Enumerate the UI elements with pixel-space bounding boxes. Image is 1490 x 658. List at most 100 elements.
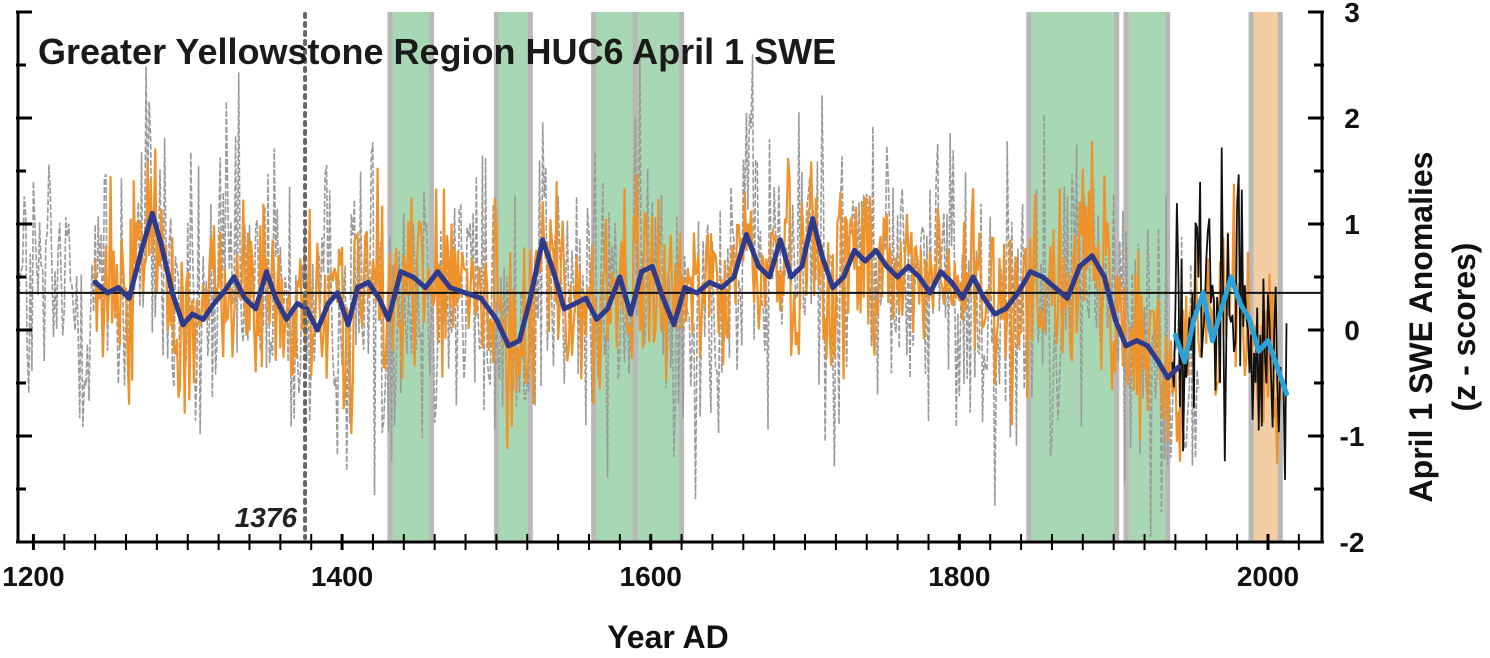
- smoothed_reconstruction-point-70: [873, 248, 879, 253]
- smoothed_reconstruction-point-91: [1112, 316, 1118, 322]
- smoothed_reconstruction-point-86: [1052, 285, 1058, 291]
- smoothed_reconstruction-point-39: [527, 295, 533, 301]
- smoothed_reconstruction-point-92: [1123, 343, 1129, 349]
- smoothed_observed-point-2: [1191, 316, 1197, 322]
- smoothed_observed-point-8: [1247, 316, 1252, 322]
- smoothed_reconstruction-point-69: [862, 258, 868, 264]
- smoothed_reconstruction-point-81: [992, 311, 998, 317]
- x-tick-label-1600: 1600: [620, 561, 682, 592]
- smoothed_reconstruction-point-5: [149, 210, 155, 216]
- smoothed_reconstruction-point-95: [1155, 359, 1161, 365]
- smoothed_reconstruction-point-24: [345, 322, 351, 328]
- y-axis-label-line2: (z - scores): [1446, 243, 1482, 412]
- smoothed_reconstruction-point-74: [916, 274, 922, 280]
- smoothed_reconstruction-point-13: [231, 274, 237, 280]
- y-tick-label-2: 2: [1344, 103, 1360, 134]
- smoothed_reconstruction-point-64: [810, 216, 816, 222]
- smoothed_reconstruction-point-47: [617, 274, 623, 280]
- smoothed_reconstruction-point-54: [694, 290, 700, 296]
- smoothed_reconstruction-point-87: [1064, 295, 1070, 301]
- smoothed_observed-point-6: [1228, 274, 1234, 280]
- smoothed_observed-point-10: [1265, 338, 1271, 344]
- smoothed_reconstruction-point-37: [506, 343, 512, 349]
- smoothed_reconstruction-point-50: [649, 263, 655, 269]
- x-tick-label-1400: 1400: [311, 561, 373, 592]
- smoothed_reconstruction-point-44: [583, 295, 589, 301]
- smoothed_reconstruction-point-48: [628, 311, 634, 317]
- y-tick-label--2: -2: [1340, 527, 1365, 558]
- smoothed_reconstruction-point-1: [105, 290, 110, 296]
- smoothed_reconstruction-point-61: [777, 237, 783, 243]
- y-tick-label-0: 0: [1344, 315, 1360, 346]
- smoothed_reconstruction-point-9: [189, 311, 195, 317]
- smoothed_reconstruction-point-10: [200, 316, 206, 322]
- smoothed_reconstruction-point-63: [799, 263, 805, 269]
- smoothed_reconstruction-point-31: [422, 285, 428, 291]
- smoothed_observed-point-0: [1172, 332, 1178, 338]
- smoothed_observed-point-4: [1209, 338, 1215, 344]
- smoothed_reconstruction-point-6: [159, 242, 164, 248]
- smoothed_reconstruction-point-53: [682, 285, 688, 291]
- smoothed_reconstruction-point-36: [493, 316, 499, 322]
- smoothed_reconstruction-point-41: [551, 269, 556, 275]
- smoothed_observed-point-12: [1284, 391, 1289, 397]
- smoothed_reconstruction-point-45: [594, 316, 600, 322]
- smoothed_reconstruction-point-26: [365, 279, 371, 285]
- smoothed_reconstruction-point-30: [410, 274, 416, 280]
- smoothed_reconstruction-point-46: [605, 306, 610, 312]
- smoothed_reconstruction-point-28: [385, 316, 391, 322]
- smoothed_reconstruction-point-79: [970, 274, 976, 280]
- smoothed_reconstruction-point-27: [376, 295, 382, 301]
- smoothed_reconstruction-point-58: [743, 232, 749, 238]
- axes: 1200 1400 1600 1800 2000 -2 -1 0 1 2 3: [2, 0, 1364, 592]
- y-tick-label-3: 3: [1344, 0, 1360, 28]
- smoothed_reconstruction-point-78: [959, 295, 965, 301]
- chart-title: Greater Yellowstone Region HUC6 April 1 …: [38, 31, 836, 72]
- smoothed_reconstruction-point-83: [1015, 290, 1021, 296]
- smoothed_reconstruction-point-51: [660, 295, 666, 301]
- smoothed_reconstruction-point-25: [355, 285, 360, 291]
- smoothed_reconstruction-point-42: [561, 306, 567, 312]
- smoothed_observed-point-5: [1219, 306, 1225, 312]
- smoothed_reconstruction-point-7: [169, 290, 175, 296]
- annotation-layer: 1376: [235, 12, 308, 540]
- smoothed_reconstruction-point-2: [115, 285, 121, 291]
- smoothed_reconstruction-point-43: [572, 301, 578, 306]
- y-tick-label--1: -1: [1340, 421, 1365, 452]
- x-tick-label-1200: 1200: [2, 561, 64, 592]
- smoothed_observed-point-11: [1274, 364, 1280, 370]
- smoothed-series: [92, 210, 1289, 397]
- smoothed_reconstruction-point-19: [294, 301, 300, 306]
- smoothed_observed-point-7: [1237, 301, 1243, 306]
- annual-reconstruction-trace: [94, 140, 1282, 465]
- smoothed_reconstruction-point-72: [895, 274, 901, 280]
- smoothed_reconstruction-point-96: [1165, 375, 1171, 381]
- smoothed_reconstruction-point-62: [788, 274, 794, 280]
- smoothed_reconstruction-point-77: [949, 279, 955, 285]
- smoothed_reconstruction-point-66: [830, 285, 836, 291]
- smoothed_reconstruction-point-8: [180, 322, 186, 328]
- smoothed_reconstruction-point-3: [126, 295, 132, 301]
- smoothed_reconstruction-point-4: [139, 248, 144, 253]
- smoothed_reconstruction-point-55: [706, 279, 712, 285]
- smoothed_reconstruction-point-38: [517, 338, 522, 344]
- smoothed_reconstruction-point-73: [905, 263, 911, 269]
- shaded-period-2: [593, 12, 636, 542]
- smoothed_reconstruction-point-82: [1003, 306, 1009, 312]
- smoothed_reconstruction-point-94: [1145, 343, 1151, 349]
- smoothed_reconstruction-point-32: [435, 269, 441, 275]
- smoothed_reconstruction-point-35: [478, 295, 484, 301]
- smoothed_reconstruction-point-34: [463, 290, 468, 296]
- smoothed_reconstruction-point-65: [819, 253, 825, 259]
- smoothed_observed-point-3: [1200, 290, 1206, 296]
- smoothed_reconstruction-point-17: [273, 295, 279, 301]
- smoothed_reconstruction-point-76: [938, 269, 944, 275]
- smoothed_reconstruction-point-67: [841, 274, 847, 280]
- smoothed_reconstruction-point-80: [981, 295, 987, 301]
- shaded-periods: [387, 12, 1283, 542]
- annotation-label: 1376: [235, 502, 298, 533]
- smoothed_reconstruction-point-29: [398, 269, 404, 275]
- smoothed_reconstruction-point-56: [719, 285, 725, 291]
- smoothed_reconstruction-point-75: [927, 290, 933, 296]
